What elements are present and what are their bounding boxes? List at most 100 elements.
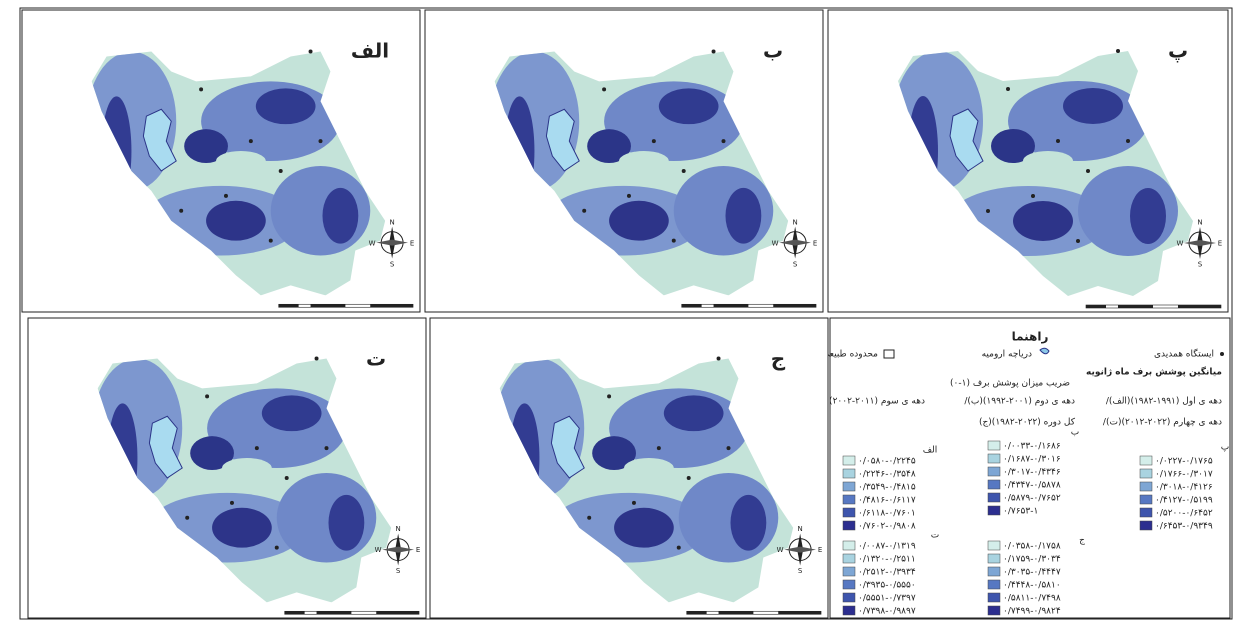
compass-s: S xyxy=(793,261,798,269)
compass-e: E xyxy=(818,546,822,554)
class-range: ۰/۵۵۵۱-۰/۷۳۹۷ xyxy=(858,594,916,604)
class-range: ۰/۰۰۳۳-۰/۱۶۸۶ xyxy=(1003,442,1061,452)
class-range: ۰/۷۶۵۳-۱ xyxy=(1003,507,1038,517)
class-range: ۰/۱۷۶۶-۰/۳۰۱۷ xyxy=(1155,470,1213,480)
class-range: ۰/۲۵۱۲-۰/۳۹۳۴ xyxy=(858,568,916,578)
class-range: ۰/۴۳۴۷-۰/۵۸۷۸ xyxy=(1003,481,1061,491)
class-swatch xyxy=(988,506,1000,515)
compass-n: N xyxy=(390,219,395,227)
class-range: ۰/۱۶۸۷-۰/۳۰۱۶ xyxy=(1003,455,1061,465)
class-range: ۰/۷۴۹۹-۰/۹۸۲۴ xyxy=(1003,607,1061,617)
group-label: ب xyxy=(1071,428,1079,438)
class-swatch xyxy=(988,441,1000,450)
compass-w: W xyxy=(1177,240,1184,248)
class-range: ۰/۰۵۸۰-۰/۲۲۴۵ xyxy=(858,457,916,467)
group-label: ت xyxy=(931,531,939,541)
compass-e: E xyxy=(1218,240,1222,248)
class-swatch xyxy=(1140,508,1152,517)
map-label: پ xyxy=(1168,39,1188,63)
class-range: ۰/۴۸۱۶-۰/۶۱۱۷ xyxy=(858,496,916,506)
class-swatch xyxy=(1140,521,1152,530)
compass-w: W xyxy=(375,546,382,554)
class-range: ۰/۳۰۱۷-۰/۴۳۴۶ xyxy=(1003,468,1061,478)
legend-symbol: ایستگاه همدیدی xyxy=(1154,348,1214,360)
class-swatch xyxy=(1140,495,1152,504)
legend-title: راهنما xyxy=(1012,330,1049,344)
compass-w: W xyxy=(369,240,376,248)
class-swatch xyxy=(988,454,1000,463)
period: دهه ی دوم (۲۰۰۱-۱۹۹۲)(ب)/ xyxy=(964,397,1075,407)
class-swatch xyxy=(843,469,855,478)
class-swatch xyxy=(843,456,855,465)
period: دهه ی اول (۱۹۹۱-۱۹۸۲)(الف)/ xyxy=(1106,397,1222,407)
compass-e: E xyxy=(410,240,414,248)
class-range: ۰/۳۵۴۹-۰/۴۸۱۵ xyxy=(858,483,916,493)
legend-symbol: محدوده طبیعی xyxy=(822,350,878,360)
class-range: ۰/۷۳۹۸-۰/۹۸۹۷ xyxy=(858,607,916,617)
class-range: ۰/۲۲۴۶-۰/۳۵۴۸ xyxy=(858,470,916,480)
station-symbol xyxy=(1220,352,1224,356)
class-swatch xyxy=(843,521,855,530)
compass-n: N xyxy=(793,219,798,227)
period: کل دوره (۲۰۲۲-۱۹۸۲)(ج) xyxy=(979,418,1076,428)
class-swatch xyxy=(843,495,855,504)
class-range: ۰/۴۴۴۸-۰/۵۸۱۰ xyxy=(1003,581,1061,591)
compass-e: E xyxy=(813,240,817,248)
class-range: ۰/۶۴۵۳-۰/۹۳۴۹ xyxy=(1155,522,1213,532)
class-range: ۰/۶۱۱۸-۰/۷۶۰۱ xyxy=(858,509,916,519)
class-range: ۰/۵۲۰۰-۰/۶۴۵۲ xyxy=(1155,509,1213,519)
class-range: ۰/۳۹۳۵-۰/۵۵۵۰ xyxy=(858,581,916,591)
class-swatch xyxy=(988,480,1000,489)
group-label: پ xyxy=(1221,443,1229,453)
class-swatch xyxy=(843,554,855,563)
class-range: ۰/۷۶۰۲-۰/۹۸۰۸ xyxy=(858,522,916,532)
class-swatch xyxy=(843,567,855,576)
class-range: ۰/۳۰۳۵-۰/۴۴۴۷ xyxy=(1003,568,1061,578)
compass-w: W xyxy=(777,546,784,554)
legend-unit: ضریب میزان پوشش برف (۱-۰) xyxy=(950,379,1070,389)
class-swatch xyxy=(988,580,1000,589)
class-range: ۰/۱۳۲۰-۰/۲۵۱۱ xyxy=(858,555,916,565)
legend-symbol: دریاچه ارومیه xyxy=(982,350,1032,360)
class-range: ۰/۴۱۲۷-۰/۵۱۹۹ xyxy=(1155,496,1213,506)
figure: راهنما ایستگاه همدیدی دریاچه ارومیه محدو… xyxy=(0,0,1236,621)
class-swatch xyxy=(843,482,855,491)
class-swatch xyxy=(1140,456,1152,465)
class-range: ۰/۱۷۵۹-۰/۳۰۳۴ xyxy=(1003,555,1061,565)
compass-n: N xyxy=(798,525,803,533)
class-swatch xyxy=(988,554,1000,563)
compass-s: S xyxy=(798,567,803,575)
class-swatch xyxy=(843,580,855,589)
class-swatch xyxy=(1140,482,1152,491)
class-range: ۰/۰۲۲۷-۰/۱۷۶۵ xyxy=(1155,457,1213,467)
period: دهه ی چهارم (۲۰۲۲-۲۰۱۲)(ت)/ xyxy=(1103,418,1222,428)
class-range: ۰/۰۰۸۷-۰/۱۳۱۹ xyxy=(858,542,916,552)
class-range: ۰/۵۸۱۱-۰/۷۴۹۸ xyxy=(1003,594,1061,604)
legend-heading: میانگین پوشش برف ماه ژانویه xyxy=(1086,366,1222,378)
compass-s: S xyxy=(1198,261,1203,269)
class-swatch xyxy=(988,541,1000,550)
class-swatch xyxy=(843,541,855,550)
compass-w: W xyxy=(772,240,779,248)
class-range: ۰/۳۰۱۸-۰/۴۱۲۶ xyxy=(1155,483,1213,493)
class-swatch xyxy=(843,508,855,517)
compass-e: E xyxy=(416,546,420,554)
class-range: ۰/۵۸۷۹-۰/۷۶۵۲ xyxy=(1003,494,1061,504)
map-label: ب xyxy=(763,39,783,63)
class-swatch xyxy=(988,493,1000,502)
group-label: الف xyxy=(923,446,938,456)
compass-n: N xyxy=(1197,219,1202,227)
class-swatch xyxy=(988,593,1000,602)
compass-n: N xyxy=(396,525,401,533)
map-label: ج xyxy=(771,347,786,371)
map-label: ت xyxy=(366,347,386,371)
class-swatch xyxy=(843,593,855,602)
compass-s: S xyxy=(390,261,395,269)
class-swatch xyxy=(988,467,1000,476)
class-swatch xyxy=(1140,469,1152,478)
class-swatch xyxy=(988,606,1000,615)
class-swatch xyxy=(988,567,1000,576)
class-swatch xyxy=(843,606,855,615)
compass-s: S xyxy=(396,567,401,575)
class-range: ۰/۰۳۵۸-۰/۱۷۵۸ xyxy=(1003,542,1061,552)
